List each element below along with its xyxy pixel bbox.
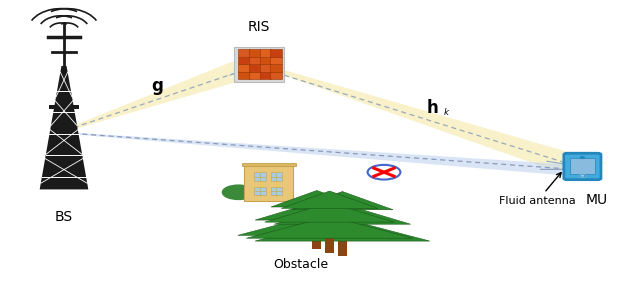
FancyBboxPatch shape: [254, 187, 266, 195]
Polygon shape: [265, 203, 394, 222]
Circle shape: [223, 185, 255, 199]
Text: RIS: RIS: [248, 20, 270, 34]
Polygon shape: [255, 202, 378, 220]
FancyBboxPatch shape: [270, 57, 282, 64]
FancyBboxPatch shape: [249, 71, 260, 79]
FancyBboxPatch shape: [260, 64, 271, 71]
FancyBboxPatch shape: [238, 64, 250, 71]
Polygon shape: [255, 218, 430, 241]
FancyBboxPatch shape: [234, 47, 285, 82]
Polygon shape: [238, 215, 396, 235]
FancyBboxPatch shape: [270, 49, 282, 57]
FancyBboxPatch shape: [254, 172, 266, 181]
Polygon shape: [70, 61, 285, 128]
FancyBboxPatch shape: [238, 71, 250, 79]
FancyBboxPatch shape: [260, 57, 271, 64]
Polygon shape: [275, 204, 410, 224]
FancyBboxPatch shape: [249, 57, 260, 64]
Circle shape: [580, 157, 584, 158]
Text: $\mathbf{g}$: $\mathbf{g}$: [150, 79, 163, 96]
Polygon shape: [292, 191, 393, 210]
FancyBboxPatch shape: [564, 153, 601, 180]
Text: MU: MU: [586, 193, 607, 207]
FancyBboxPatch shape: [271, 187, 282, 195]
Text: $\mathbf{h}$: $\mathbf{h}$: [426, 99, 438, 117]
FancyBboxPatch shape: [570, 158, 595, 174]
FancyBboxPatch shape: [244, 166, 293, 201]
Text: BS: BS: [55, 210, 73, 224]
Polygon shape: [242, 163, 296, 166]
Circle shape: [580, 175, 585, 177]
Polygon shape: [40, 66, 88, 189]
Polygon shape: [271, 191, 363, 207]
Polygon shape: [72, 133, 588, 176]
Text: Fluid antenna: Fluid antenna: [499, 173, 576, 206]
FancyBboxPatch shape: [270, 71, 282, 79]
FancyBboxPatch shape: [312, 235, 321, 249]
Text: $_k$: $_k$: [443, 104, 451, 117]
FancyBboxPatch shape: [270, 64, 282, 71]
FancyBboxPatch shape: [238, 57, 250, 64]
FancyBboxPatch shape: [49, 105, 79, 109]
FancyBboxPatch shape: [249, 64, 260, 71]
FancyBboxPatch shape: [338, 241, 347, 257]
FancyBboxPatch shape: [260, 49, 271, 57]
FancyBboxPatch shape: [249, 49, 260, 57]
Polygon shape: [246, 216, 413, 238]
FancyBboxPatch shape: [238, 49, 250, 57]
Polygon shape: [282, 191, 378, 208]
Polygon shape: [255, 64, 606, 170]
FancyBboxPatch shape: [271, 172, 282, 181]
Text: Obstacle: Obstacle: [273, 258, 328, 271]
FancyBboxPatch shape: [260, 71, 271, 79]
FancyBboxPatch shape: [325, 238, 334, 253]
